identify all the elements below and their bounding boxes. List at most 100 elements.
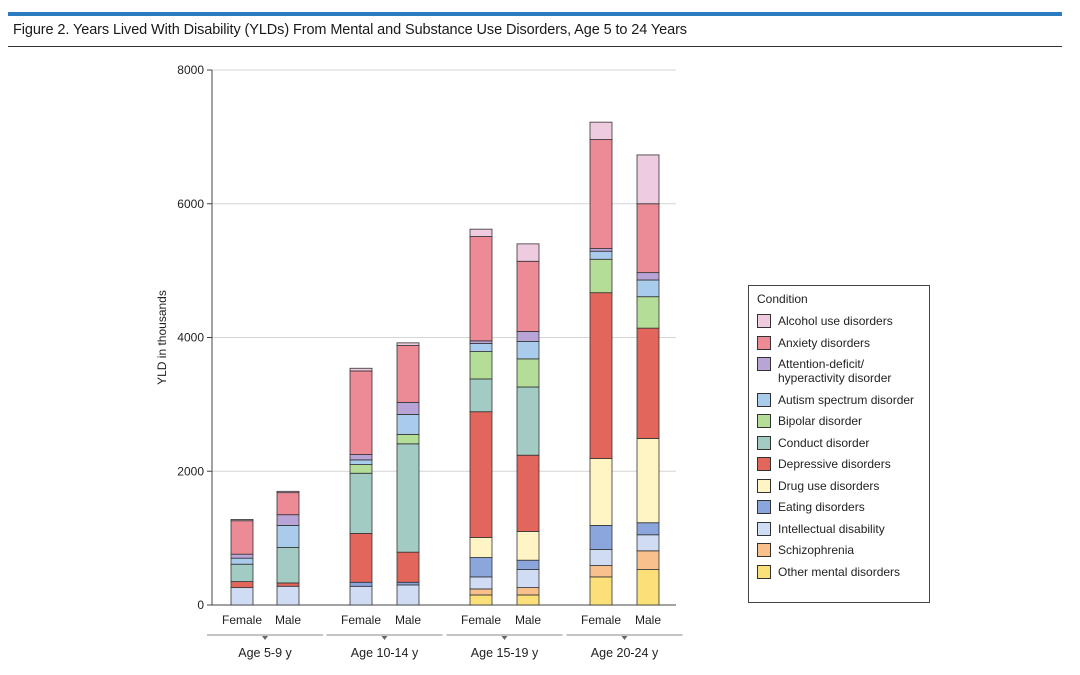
bar-segment <box>469 411 493 538</box>
bar-segment <box>589 549 613 566</box>
bar-segment <box>636 550 660 570</box>
bar-segment <box>349 370 373 455</box>
legend-swatch <box>757 314 771 328</box>
bar-segment <box>349 581 373 587</box>
group-label: Age 15-19 y <box>471 646 539 660</box>
bar-segment <box>276 514 300 526</box>
bar-segment <box>349 459 373 465</box>
bar-segment <box>276 492 300 516</box>
bar-segment <box>396 443 420 553</box>
bar-segment <box>589 576 613 606</box>
bar-segment <box>516 454 540 532</box>
bar-segment <box>469 340 493 344</box>
legend-swatch <box>757 564 771 579</box>
category-label: Female <box>461 613 501 627</box>
legend-label: Intellectual disability <box>778 521 885 536</box>
legend-swatch <box>757 457 771 471</box>
y-tick-label: 8000 <box>177 63 204 77</box>
bar-segment <box>349 472 373 534</box>
bar-segment <box>230 520 254 555</box>
bar-segment <box>469 343 493 352</box>
legend-label: Anxiety disorders <box>778 335 871 350</box>
legend-label: Depressive disorders <box>778 457 891 471</box>
bar-segment <box>396 581 420 586</box>
bar-segment <box>516 341 540 360</box>
bar-segment <box>396 345 420 403</box>
bar-segment <box>349 464 373 474</box>
y-tick-label: 4000 <box>177 331 204 345</box>
category-label: Male <box>515 613 541 627</box>
group-label: Age 10-14 y <box>351 646 419 660</box>
bar-segment <box>516 243 540 262</box>
legend-item: Other mental disorders <box>757 564 929 579</box>
bar-segment <box>589 248 613 252</box>
legend-item: Attention-deficit/ hyperactivity disorde… <box>757 357 929 385</box>
legend-swatch <box>757 500 771 514</box>
figure-title: Figure 2. Years Lived With Disability (Y… <box>13 22 687 38</box>
category-label: Male <box>275 613 301 627</box>
bar-segment <box>230 563 254 582</box>
bar-segment <box>469 557 493 578</box>
legend-item: Alcohol use disorders <box>757 314 929 328</box>
legend-items: Alcohol use disorders Anxiety disorders At… <box>757 314 929 579</box>
bar-segment <box>516 386 540 456</box>
bar-segment <box>516 559 540 570</box>
bar-segment <box>230 553 254 559</box>
bar-segment <box>276 525 300 548</box>
legend-label: Bipolar disorder <box>778 414 863 428</box>
bar-segment <box>516 260 540 332</box>
bar-segment <box>349 367 373 372</box>
legend-label: Alcohol use disorders <box>778 314 893 328</box>
bar-segment <box>516 531 540 561</box>
legend-swatch <box>757 357 771 371</box>
legend-label: Autism spectrum disorder <box>778 392 915 407</box>
legend-item: Autism spectrum disorder <box>757 392 929 407</box>
group-marker <box>381 636 388 640</box>
bar-segment <box>589 121 613 140</box>
bar-segment <box>276 547 300 584</box>
group-marker <box>621 636 628 640</box>
category-label: Female <box>222 613 262 627</box>
bar-segment <box>636 296 660 329</box>
bar-segment <box>636 272 660 281</box>
bar-segment <box>636 279 660 298</box>
legend-item: Eating disorders <box>757 500 929 514</box>
group-marker <box>262 636 268 640</box>
bar-segment <box>636 438 660 524</box>
bar-segment <box>349 585 373 606</box>
bar-segment <box>469 588 493 596</box>
bar-segment <box>469 537 493 558</box>
category-label: Female <box>341 613 381 627</box>
bar-segment <box>230 587 254 606</box>
bar-segment <box>230 557 254 565</box>
bar-segment <box>636 569 660 606</box>
bar-segment <box>469 378 493 413</box>
title-divider <box>8 46 1062 47</box>
legend-label: Schizophrenia <box>778 543 855 557</box>
bar-segment <box>230 581 254 589</box>
bar-segment <box>516 569 540 589</box>
legend-item: Conduct disorder <box>757 435 929 450</box>
legend-swatch <box>757 543 771 557</box>
bar-segment <box>636 327 660 439</box>
bar-segment <box>469 594 493 606</box>
bar-segment <box>589 565 613 578</box>
bar-segment <box>230 519 254 522</box>
legend-label: Conduct disorder <box>778 435 870 450</box>
legend-swatch <box>757 478 771 493</box>
bar-segment <box>516 358 540 388</box>
bar-segment <box>636 203 660 274</box>
bar-segment <box>396 584 420 606</box>
legend-swatch <box>757 335 771 350</box>
bar-segment <box>516 594 540 606</box>
legend: Condition Alcohol use disorders Anxiety d… <box>748 285 930 603</box>
bar-segment <box>636 154 660 205</box>
y-tick-label: 2000 <box>177 464 204 478</box>
group-label: Age 20-24 y <box>591 646 659 660</box>
bar-segment <box>276 490 300 494</box>
y-tick-label: 0 <box>197 598 204 612</box>
bar-segment <box>276 582 300 587</box>
bar-segment <box>349 454 373 461</box>
legend-item: Depressive disorders <box>757 457 929 471</box>
bar-segment <box>396 342 420 346</box>
